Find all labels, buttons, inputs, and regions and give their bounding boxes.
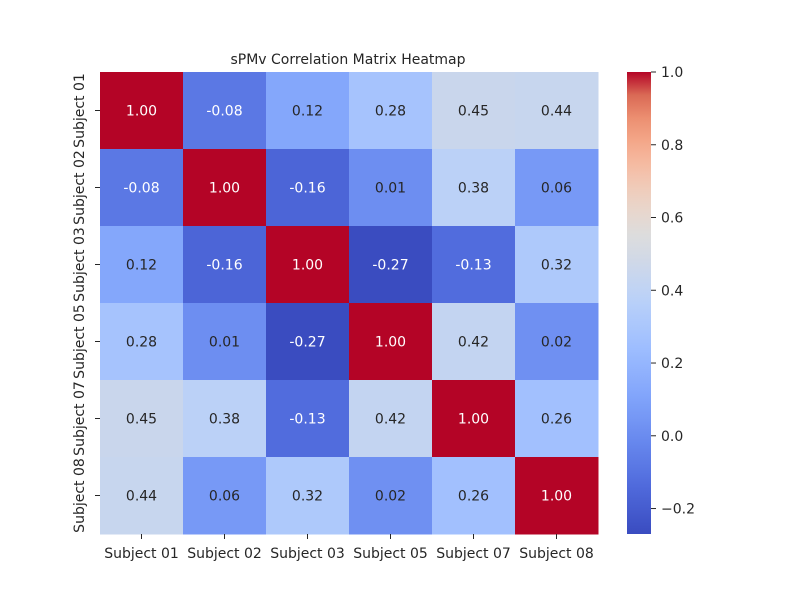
cell-value-label-r4-c3: 0.42 [375, 412, 406, 428]
cell-value-label-r4-c4: 1.00 [458, 412, 489, 428]
heatmap-cell-r2-c0 [100, 226, 184, 304]
cell-value-label-r3-c1: 0.01 [209, 335, 240, 351]
cell-value-label-r4-c0: 0.45 [126, 412, 157, 428]
heatmap-cell-r1-c2 [266, 149, 350, 227]
colorbar-gradient-bar [627, 72, 651, 534]
heatmap-cell-r0-c2 [266, 72, 350, 150]
x-tick-label-1: Subject 02 [187, 546, 262, 562]
y-tick-label-0: Subject 01 [72, 73, 88, 148]
heatmap-cell-r3-c5 [515, 303, 599, 381]
heatmap-cell-r5-c5 [515, 457, 599, 535]
cell-value-label-r3-c0: 0.28 [126, 335, 157, 351]
colorbar-tick-label-6: 1.0 [661, 65, 683, 81]
colorbar-tick-label-1: 0.0 [661, 429, 683, 445]
heatmap-cell-r4-c0 [100, 380, 184, 458]
heatmap-cell-r5-c1 [183, 457, 267, 535]
cell-value-label-r2-c1: -0.16 [206, 258, 242, 274]
cell-value-label-r1-c2: -0.16 [289, 181, 325, 197]
heatmap-cell-r1-c1 [183, 149, 267, 227]
heatmap-cell-r3-c0 [100, 303, 184, 381]
cell-value-label-r5-c3: 0.02 [375, 489, 406, 505]
heatmap-cell-r4-c2 [266, 380, 350, 458]
heatmap-cell-r3-c2 [266, 303, 350, 381]
heatmap-cell-r0-c4 [432, 72, 516, 150]
heatmap-cell-r4-c3 [349, 380, 433, 458]
heatmap-cell-r4-c4 [432, 380, 516, 458]
cell-value-label-r2-c2: 1.00 [292, 258, 323, 274]
colorbar-tick-label-4: 0.6 [661, 211, 683, 227]
cell-value-label-r5-c1: 0.06 [209, 489, 240, 505]
cell-value-label-r4-c5: 0.26 [541, 412, 572, 428]
cell-value-label-r5-c5: 1.00 [541, 489, 572, 505]
colorbar-tick-label-5: 0.8 [661, 138, 683, 154]
y-tick-label-2: Subject 03 [72, 227, 88, 302]
heatmap-cell-r2-c4 [432, 226, 516, 304]
x-tick-label-2: Subject 03 [270, 546, 345, 562]
heatmap-cell-r5-c2 [266, 457, 350, 535]
heatmap-cell-r4-c5 [515, 380, 599, 458]
cell-value-label-r0-c5: 0.44 [541, 104, 572, 120]
heatmap-cell-r0-c1 [183, 72, 267, 150]
colorbar-tick-label-0: −0.2 [661, 502, 695, 518]
heatmap-cell-r2-c2 [266, 226, 350, 304]
cell-value-label-r0-c1: -0.08 [206, 104, 242, 120]
cell-value-label-r0-c3: 0.28 [375, 104, 406, 120]
y-axis-tick-labels: Subject 01 Subject 02 Subject 03 Subject 05… [72, 73, 100, 533]
cell-value-label-r4-c2: -0.13 [289, 412, 325, 428]
cell-value-label-r1-c1: 1.00 [209, 181, 240, 197]
cell-value-label-r0-c0: 1.00 [126, 104, 157, 120]
heatmap-cell-r2-c3 [349, 226, 433, 304]
cell-value-label-r1-c0: -0.08 [123, 181, 159, 197]
cell-value-label-r5-c2: 0.32 [292, 489, 323, 505]
x-tick-label-3: Subject 05 [353, 546, 428, 562]
cell-value-label-r3-c5: 0.02 [541, 335, 572, 351]
cell-value-label-r5-c0: 0.44 [126, 489, 157, 505]
cell-value-label-r3-c3: 1.00 [375, 335, 406, 351]
colorbar-tick-label-3: 0.4 [661, 283, 683, 299]
x-tick-label-5: Subject 08 [519, 546, 594, 562]
heatmap-cell-r1-c3 [349, 149, 433, 227]
chart-title: sPMv Correlation Matrix Heatmap [230, 52, 465, 68]
x-tick-label-4: Subject 07 [436, 546, 511, 562]
heatmap-cell-r1-c4 [432, 149, 516, 227]
cell-value-label-r1-c5: 0.06 [541, 181, 572, 197]
heatmap-cell-r3-c3 [349, 303, 433, 381]
heatmap-cell-r2-c5 [515, 226, 599, 304]
cell-value-label-r0-c4: 0.45 [458, 104, 489, 120]
heatmap-cell-r0-c5 [515, 72, 599, 150]
colorbar: −0.2 0.0 0.2 0.4 0.6 0.8 1.0 [627, 65, 695, 534]
cell-value-label-r2-c3: -0.27 [372, 258, 408, 274]
cell-value-label-r4-c1: 0.38 [209, 412, 240, 428]
heatmap-cell-r5-c0 [100, 457, 184, 535]
x-axis-tick-labels: Subject 01 Subject 02 Subject 03 Subject 05… [104, 534, 594, 562]
y-tick-label-5: Subject 08 [72, 458, 88, 533]
y-tick-label-3: Subject 05 [72, 304, 88, 379]
heatmap-cell-r0-c0 [100, 72, 184, 150]
colorbar-tick-label-2: 0.2 [661, 356, 683, 372]
heatmap-cell-r3-c4 [432, 303, 516, 381]
heatmap-cell-r5-c4 [432, 457, 516, 535]
heatmap-cell-r4-c1 [183, 380, 267, 458]
cell-value-label-r0-c2: 0.12 [292, 104, 323, 120]
heatmap-cell-r1-c5 [515, 149, 599, 227]
y-tick-label-4: Subject 07 [72, 381, 88, 456]
heatmap-cell-r2-c1 [183, 226, 267, 304]
heatmap-cell-r3-c1 [183, 303, 267, 381]
cell-value-label-r1-c3: 0.01 [375, 181, 406, 197]
cell-value-label-r3-c2: -0.27 [289, 335, 325, 351]
cell-value-label-r2-c5: 0.32 [541, 258, 572, 274]
x-tick-label-0: Subject 01 [104, 546, 179, 562]
cell-value-label-r1-c4: 0.38 [458, 181, 489, 197]
cell-value-label-r2-c0: 0.12 [126, 258, 157, 274]
cell-value-label-r3-c4: 0.42 [458, 335, 489, 351]
cell-value-label-r5-c4: 0.26 [458, 489, 489, 505]
cell-value-label-r2-c4: -0.13 [455, 258, 491, 274]
heatmap-cell-r0-c3 [349, 72, 433, 150]
heatmap-cell-r1-c0 [100, 149, 184, 227]
y-tick-label-1: Subject 02 [72, 150, 88, 225]
heatmap-cells: 1.00 -0.08 0.12 0.28 0.45 0.44 -0.08 1.00 -0.16 0… [100, 72, 599, 535]
heatmap-cell-r5-c3 [349, 457, 433, 535]
